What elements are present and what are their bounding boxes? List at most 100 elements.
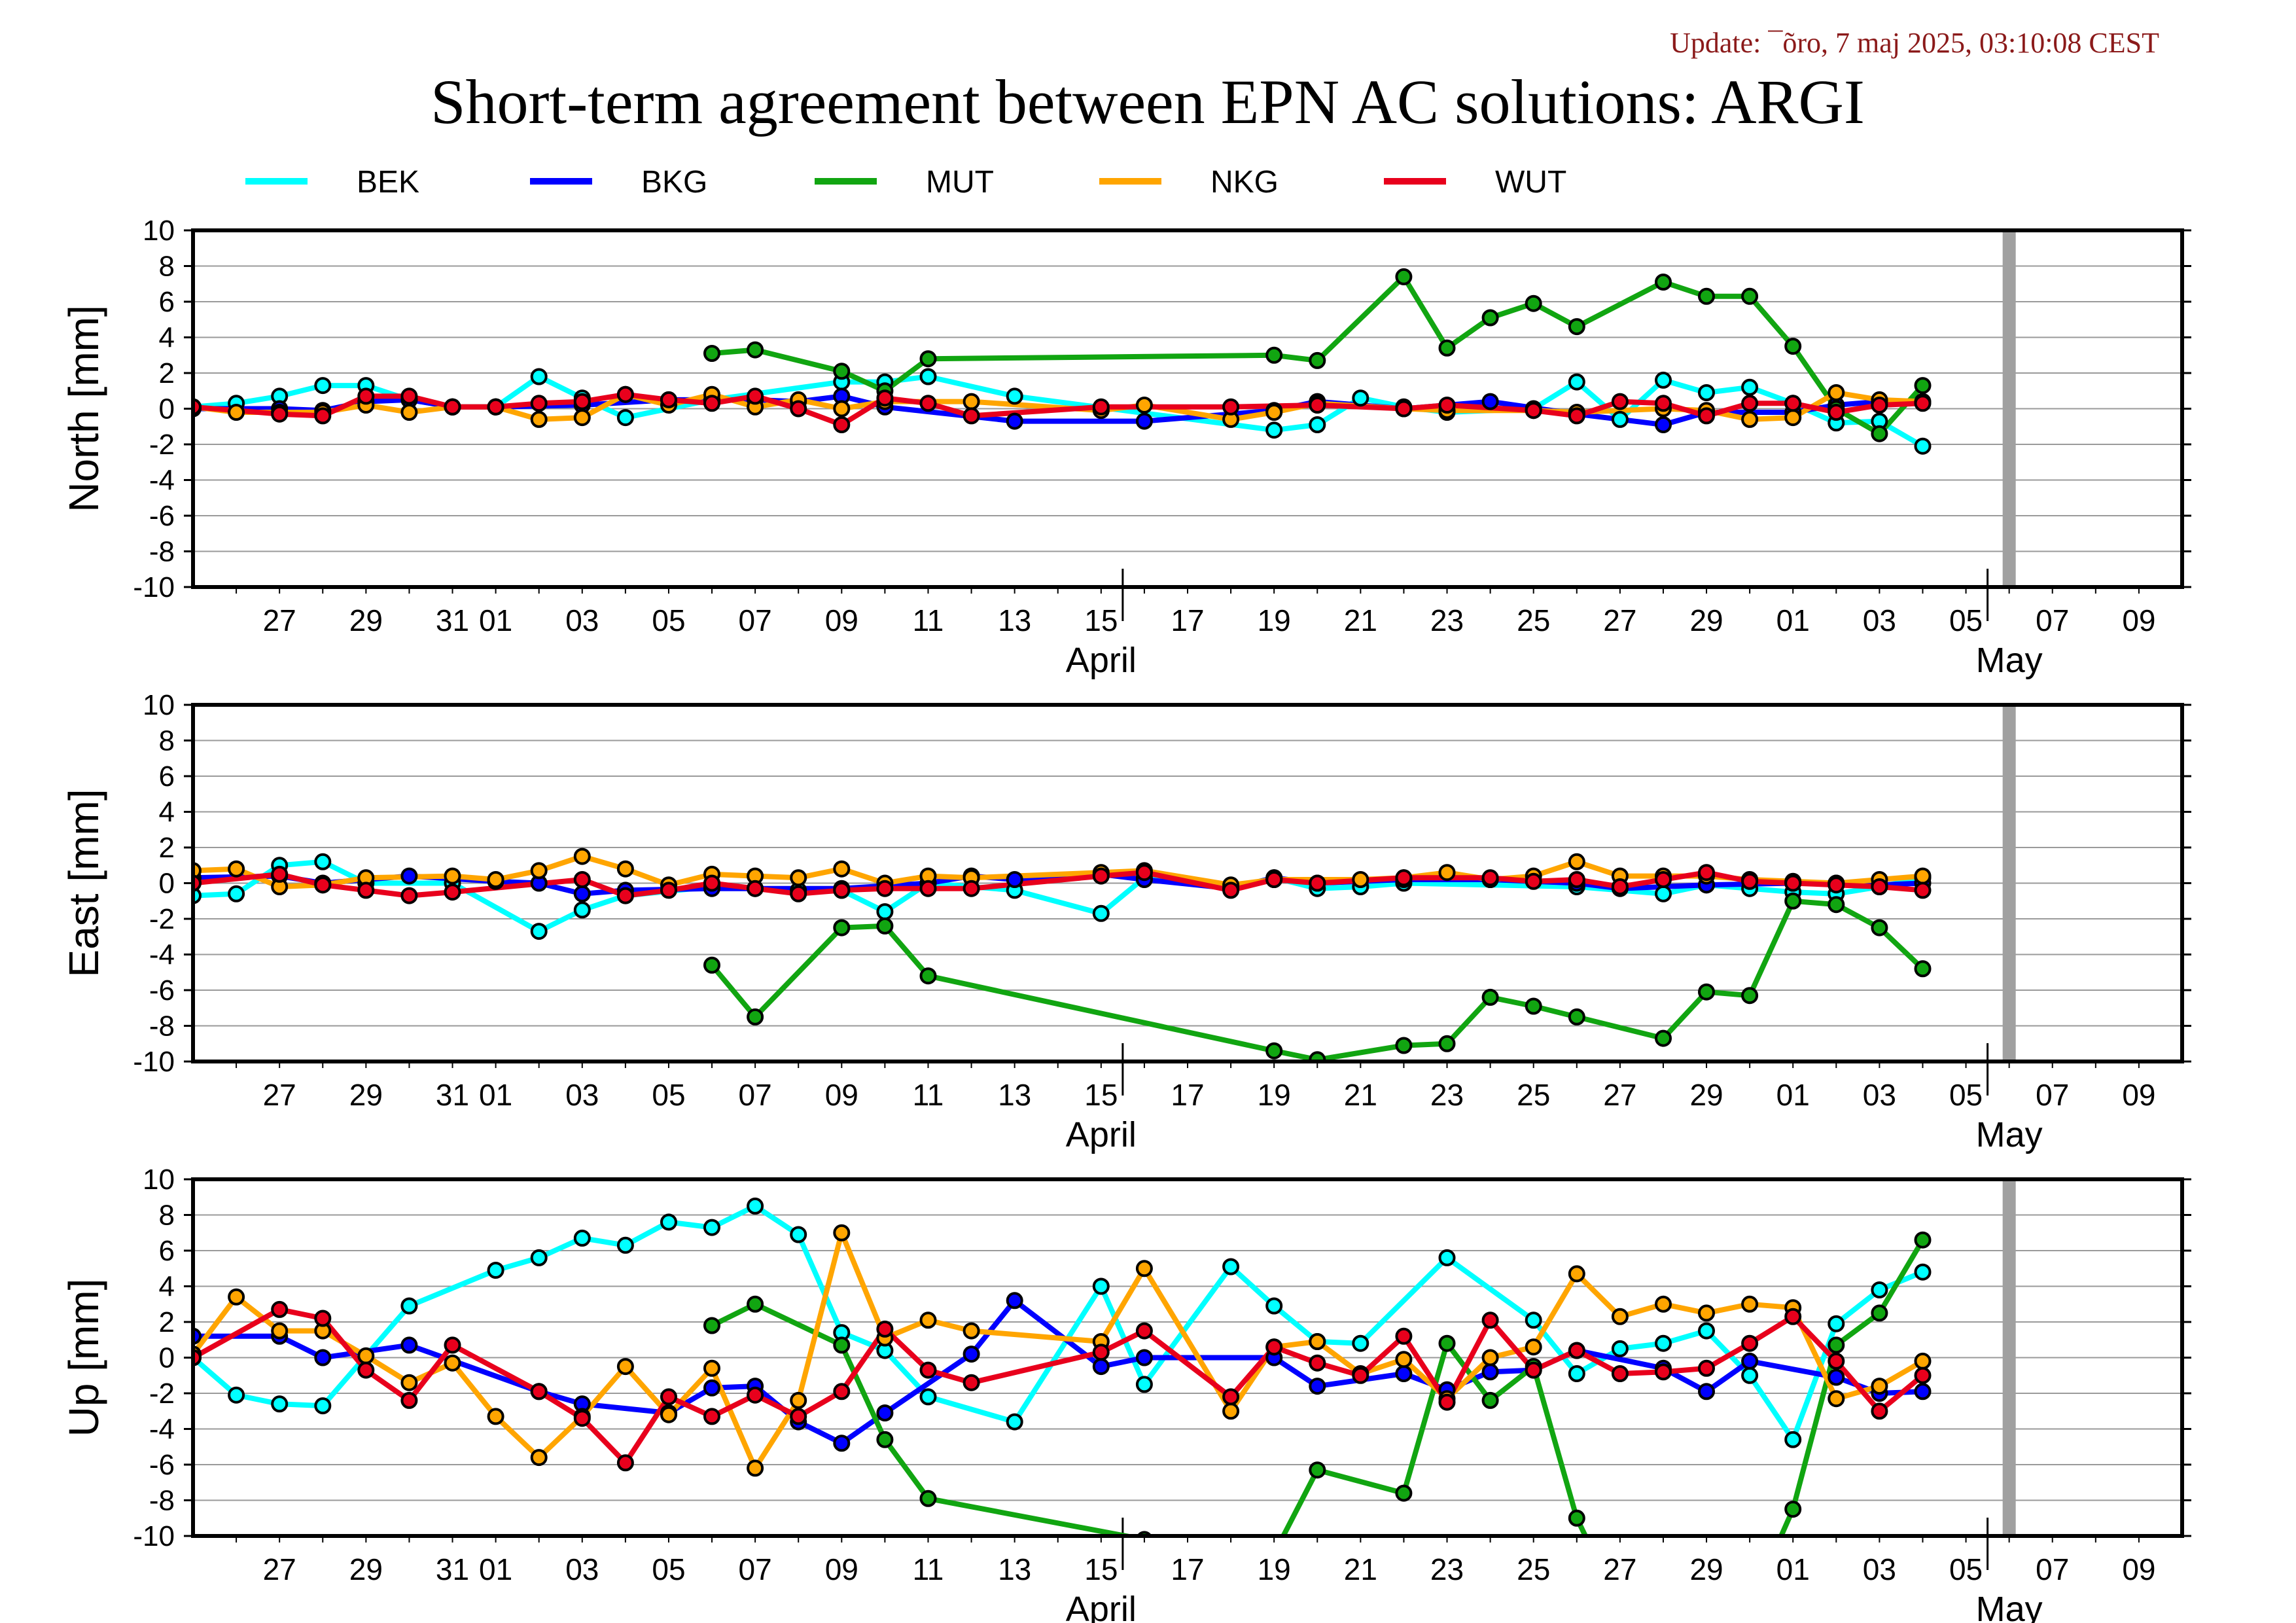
data-point-mut: [1438, 1035, 1456, 1052]
data-point-wut: [444, 1336, 461, 1354]
data-point-wut: [1655, 1363, 1672, 1381]
data-point-wut: [530, 1383, 548, 1400]
series-group: [193, 1197, 1932, 1536]
data-point-wut: [271, 1300, 289, 1318]
data-point-wut: [963, 1374, 980, 1391]
data-point-wut: [1914, 882, 1932, 899]
y-tick-label: 0: [159, 1342, 175, 1374]
data-point-bkg: [1481, 1363, 1499, 1381]
data-point-bek: [1698, 1322, 1715, 1340]
data-point-mut: [1568, 1008, 1585, 1026]
data-point-nkg: [833, 1224, 851, 1241]
data-point-wut: [1092, 1344, 1110, 1361]
data-point-nkg: [530, 862, 548, 880]
data-point-wut: [919, 880, 937, 897]
data-point-bkg: [1741, 1352, 1759, 1370]
y-tick-label: 10: [143, 689, 175, 721]
y-tick-label: -4: [149, 939, 175, 971]
data-point-bek: [1525, 1311, 1542, 1329]
data-point-mut: [1525, 997, 1542, 1015]
data-point-wut: [919, 1361, 937, 1379]
data-point-bek: [1092, 1277, 1110, 1295]
x-tick-label: 19: [1258, 1078, 1291, 1112]
data-point-mut: [1655, 1029, 1672, 1047]
x-tick-label: 21: [1344, 1552, 1377, 1586]
data-point-wut: [1871, 1402, 1888, 1420]
data-point-nkg: [703, 1359, 720, 1377]
data-point-nkg: [357, 1347, 375, 1364]
x-tick-label: 27: [263, 1552, 296, 1586]
data-point-bek: [1568, 373, 1585, 391]
data-point-nkg: [487, 1408, 504, 1425]
data-point-wut: [833, 882, 851, 899]
data-point-wut: [747, 387, 764, 405]
data-point-mut: [1568, 318, 1585, 336]
data-point-bkg: [1006, 871, 1023, 888]
data-point-mut: [1741, 987, 1759, 1005]
data-point-mut: [1784, 892, 1802, 910]
x-tick-label: 03: [1863, 1078, 1896, 1112]
x-tick-label: 15: [1084, 1078, 1118, 1112]
data-point-bek: [1222, 1258, 1240, 1275]
y-tick-label: -10: [133, 571, 175, 603]
data-point-bek: [790, 1226, 807, 1243]
data-point-bek: [1352, 389, 1369, 407]
y-axis-label: East [mm]: [60, 789, 107, 977]
data-point-wut: [314, 876, 332, 894]
y-tick-label: -6: [149, 500, 175, 532]
data-point-bek: [876, 903, 894, 921]
legend-label-nkg: NKG: [1210, 165, 1279, 200]
y-tick-label: 8: [159, 251, 175, 283]
x-tick-label: 27: [1603, 1078, 1636, 1112]
data-point-nkg: [833, 400, 851, 418]
data-point-mut: [747, 1295, 764, 1313]
x-tick-label: 07: [2036, 1552, 2069, 1586]
data-point-wut: [1395, 400, 1413, 418]
data-point-wut: [833, 416, 851, 433]
data-point-wut: [963, 407, 980, 425]
data-point-bek: [487, 1262, 504, 1279]
data-point-mut: [1741, 287, 1759, 305]
data-point-mut: [1265, 1042, 1283, 1060]
data-point-bek: [1914, 437, 1932, 455]
x-tick-label: 17: [1171, 1552, 1204, 1586]
x-tick-label: 23: [1430, 603, 1464, 637]
data-point-wut: [790, 1408, 807, 1425]
data-point-nkg: [1741, 1295, 1759, 1313]
data-point-mut: [1655, 274, 1672, 291]
month-label-april: April: [1066, 641, 1137, 680]
data-point-bek: [616, 1236, 634, 1254]
x-tick-label: 27: [263, 1078, 296, 1112]
x-tick-label: 21: [1344, 1078, 1377, 1112]
x-tick-label: 03: [1863, 1552, 1896, 1586]
data-point-wut: [1698, 1359, 1715, 1377]
y-tick-label: -8: [149, 1010, 175, 1043]
data-point-wut: [1784, 874, 1802, 892]
data-point-wut: [1265, 1338, 1283, 1356]
data-point-nkg: [400, 404, 418, 421]
y-tick-label: 2: [159, 832, 175, 864]
data-point-bek: [400, 1297, 418, 1315]
data-point-mut: [833, 1336, 851, 1354]
x-tick-label: 27: [263, 603, 296, 637]
x-tick-label: 09: [2122, 1078, 2155, 1112]
month-label-may: May: [1976, 1590, 2043, 1623]
data-point-bek: [573, 1229, 591, 1247]
y-tick-label: -8: [149, 1485, 175, 1517]
data-point-nkg: [1135, 1260, 1153, 1277]
data-point-wut: [314, 1310, 332, 1327]
x-tick-label: 07: [2036, 1078, 2069, 1112]
today-marker: [2002, 230, 2016, 587]
data-point-mut: [1871, 425, 1888, 442]
data-point-bek: [703, 1219, 720, 1236]
data-point-mut: [1568, 1509, 1585, 1527]
y-tick-label: -4: [149, 465, 175, 497]
data-point-nkg: [963, 393, 980, 410]
data-point-mut: [703, 956, 720, 974]
x-tick-label: 03: [565, 1552, 599, 1586]
data-point-bkg: [1006, 1292, 1023, 1310]
data-point-nkg: [1611, 1308, 1629, 1325]
x-tick-label: 07: [2036, 603, 2069, 637]
data-point-wut: [616, 1454, 634, 1472]
